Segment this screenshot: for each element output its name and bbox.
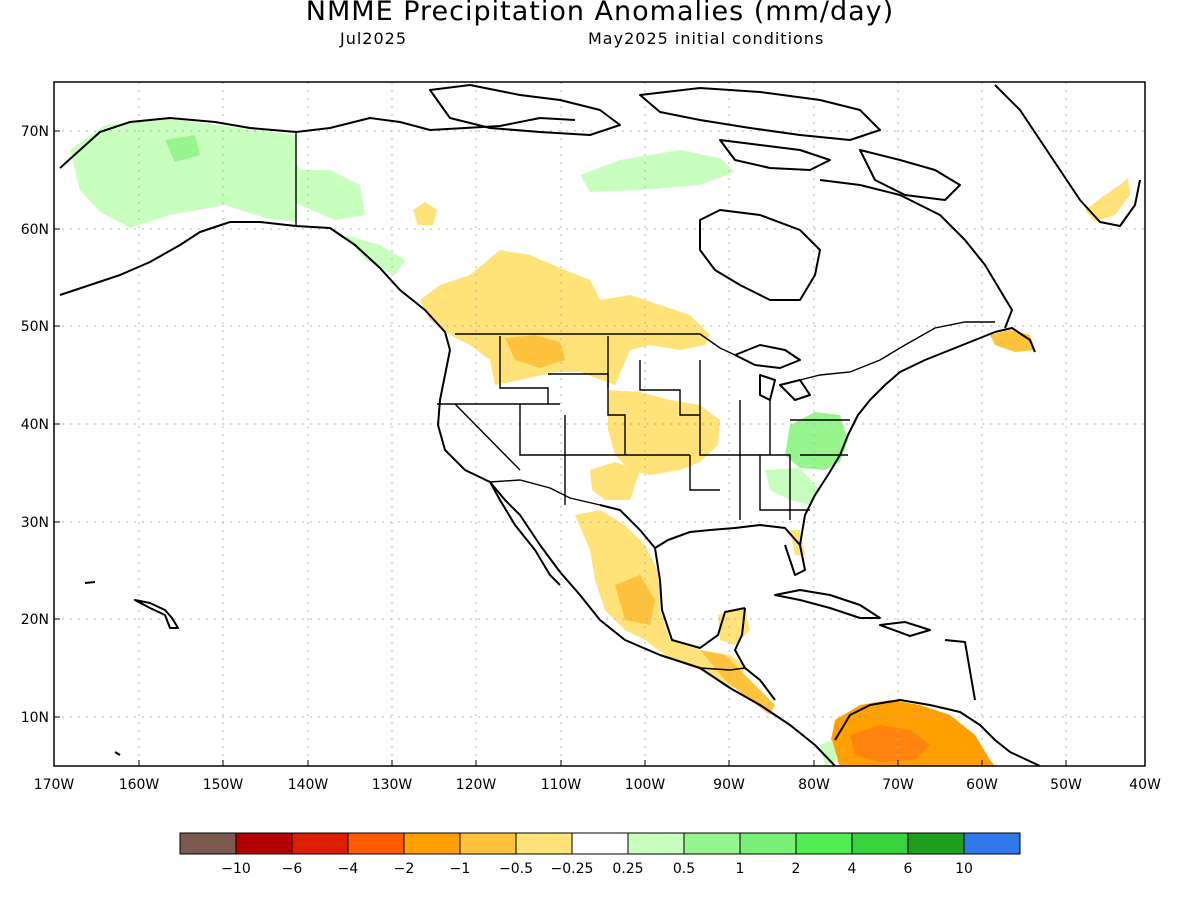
southeast-wet xyxy=(765,468,820,505)
colorbar: −10 −6 −4 −2 −1 −0.5 −0.25 0.25 0.5 1 2 … xyxy=(179,832,1021,877)
colorbar-swatch xyxy=(515,832,573,855)
greenland-dry xyxy=(1085,178,1130,222)
lon-label: 170W xyxy=(34,777,75,793)
central-america-dry xyxy=(700,650,775,715)
yukon-dry-spot xyxy=(413,202,437,225)
colorbar-label: 0.25 xyxy=(612,861,643,877)
colorbar-label: −1 xyxy=(450,861,471,877)
colorbar-label: 6 xyxy=(904,861,913,877)
lon-label: 50W xyxy=(1050,777,1082,793)
lon-label: 70W xyxy=(882,777,914,793)
longitude-labels: 170W 160W 150W 140W 130W 120W 110W 100W … xyxy=(34,777,1161,793)
colorbar-label: 2 xyxy=(792,861,801,877)
initial-conditions-label: May2025 initial conditions xyxy=(588,29,825,48)
map-title: NMME Precipitation Anomalies (mm/day) xyxy=(305,0,895,27)
lat-label: 60N xyxy=(21,222,49,238)
colorbar-label: −6 xyxy=(282,861,303,877)
colorbar-label: 10 xyxy=(955,861,973,877)
colorbar-swatch xyxy=(739,832,797,855)
colorbar-label: 1 xyxy=(736,861,745,877)
lon-label: 90W xyxy=(713,777,745,793)
map-panel xyxy=(54,82,1145,766)
lon-label: 130W xyxy=(372,777,413,793)
colorbar-swatch xyxy=(235,832,293,855)
lon-label: 160W xyxy=(119,777,160,793)
alaska-wet-patch xyxy=(165,135,200,162)
colorbar-label: −0.5 xyxy=(499,861,533,877)
colorbar-swatch xyxy=(347,832,405,855)
colorbar-label: −4 xyxy=(338,861,359,877)
yukon-wet-area xyxy=(230,142,365,220)
lon-label: 120W xyxy=(456,777,497,793)
lon-label: 150W xyxy=(203,777,244,793)
lat-label: 10N xyxy=(21,710,49,726)
colorbar-swatch xyxy=(851,832,909,855)
southwest-dry xyxy=(590,462,640,500)
colorbar-swatch xyxy=(907,832,965,855)
south-america-wet xyxy=(820,740,838,766)
colorbar-swatch xyxy=(291,832,349,855)
tick-marks xyxy=(54,130,1067,766)
coastlines xyxy=(59,84,1141,766)
lon-label: 80W xyxy=(798,777,830,793)
colorbar-swatch xyxy=(963,832,1021,855)
colorbar-swatch xyxy=(627,832,685,855)
colorbar-label: −0.25 xyxy=(551,861,594,877)
colorbar-swatch xyxy=(179,832,237,855)
lat-label: 70N xyxy=(21,124,49,140)
lon-label: 60W xyxy=(966,777,998,793)
lon-label: 110W xyxy=(541,777,582,793)
political-boundaries xyxy=(295,132,995,671)
bc-coast-wet xyxy=(345,235,405,275)
colorbar-swatch xyxy=(683,832,741,855)
lat-label: 50N xyxy=(21,319,49,335)
target-month-label: Jul2025 xyxy=(340,29,408,48)
colorbar-label: 4 xyxy=(848,861,857,877)
colorbar-swatch xyxy=(571,832,629,855)
arctic-wet-area xyxy=(580,150,735,192)
lon-label: 100W xyxy=(625,777,666,793)
colorbar-label: −2 xyxy=(394,861,415,877)
colorbar-label: 0.5 xyxy=(673,861,695,877)
colorbar-swatch xyxy=(403,832,461,855)
south-america-drier xyxy=(850,725,930,762)
lat-label: 40N xyxy=(21,417,49,433)
central-plains-dry xyxy=(608,390,720,475)
lat-label: 30N xyxy=(21,515,49,531)
prairies-dry-area xyxy=(420,250,710,385)
montana-dry-core xyxy=(505,335,565,368)
lat-label: 20N xyxy=(21,612,49,628)
colorbar-swatch xyxy=(795,832,853,855)
alaska-wet-area xyxy=(70,118,296,228)
anomaly-shading xyxy=(70,118,1130,766)
latitude-labels: 70N 60N 50N 40N 30N 20N 10N xyxy=(21,124,49,726)
colorbar-label: −10 xyxy=(221,861,251,877)
colorbar-swatch xyxy=(459,832,517,855)
lon-label: 140W xyxy=(288,777,329,793)
mexico-dry-area xyxy=(575,510,745,690)
lon-label: 40W xyxy=(1129,777,1161,793)
